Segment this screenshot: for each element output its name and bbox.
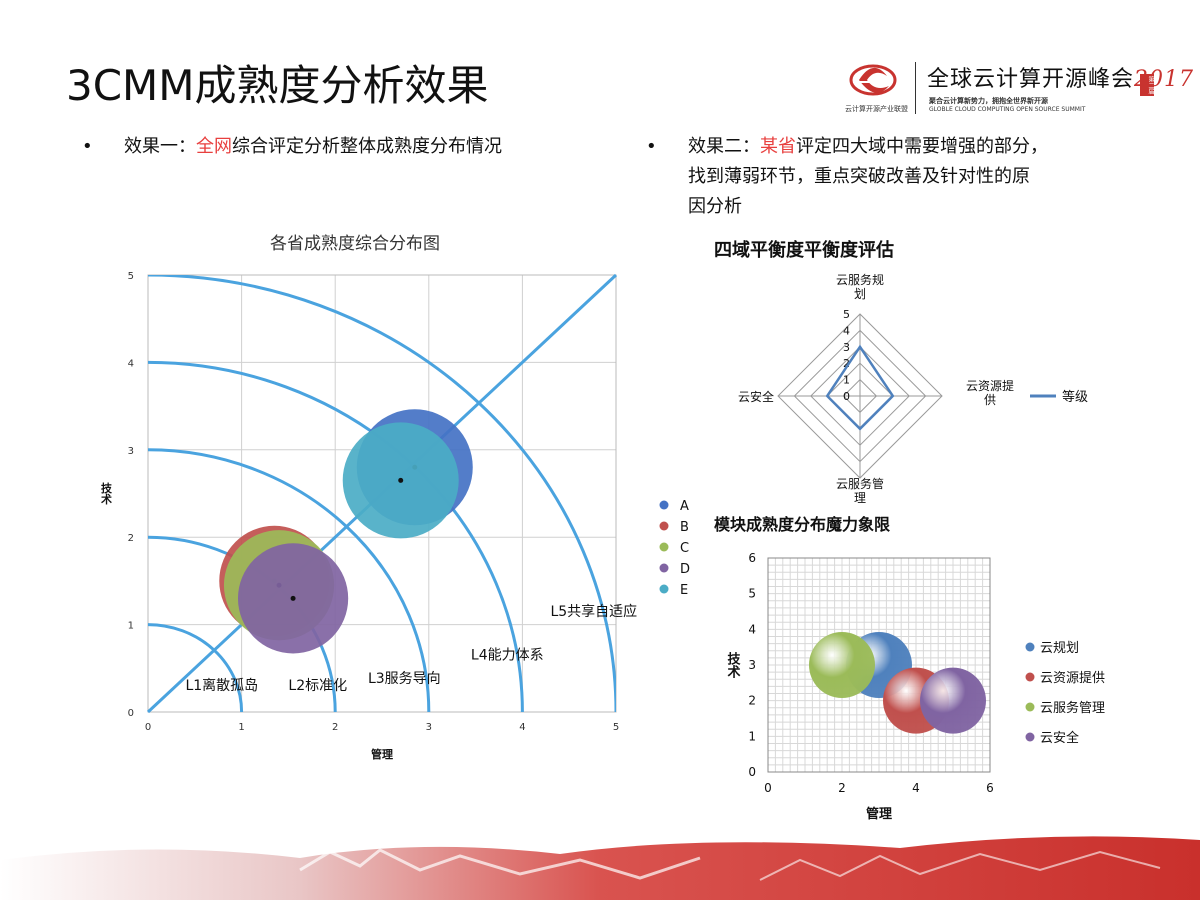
plot-border [147, 274, 617, 713]
logo-divider [915, 62, 916, 114]
level-label: L2标准化 [288, 678, 347, 694]
y-tick-label: 3 [748, 658, 756, 672]
bubble-云服务管理 [809, 632, 875, 698]
bubble-center-D [290, 595, 296, 601]
y-tick-label: 1 [128, 621, 134, 632]
union-logo-icon [849, 64, 897, 96]
summit-name: 全球云计算开源峰会 [927, 67, 1135, 92]
y-tick-label: 4 [128, 358, 134, 369]
bullet-text: 综合评定分析整体成熟度分布情况 [232, 136, 502, 157]
chart-title: 各省成熟度综合分布图 [270, 233, 440, 254]
chart-title: 四域平衡度平衡度评估 [714, 239, 894, 261]
x-tick-label: 2 [332, 722, 338, 733]
y-axis-label: 技术 [725, 651, 742, 679]
bullet-effect-one: • 效果一：全网综合评定分析整体成熟度分布情况 [82, 132, 502, 162]
footer-great-wall-banner [0, 836, 1200, 900]
legend-label: 等级 [1062, 389, 1088, 405]
bullet-dot: • [646, 136, 657, 157]
y-tick-label: 5 [128, 271, 134, 282]
radar-axis-label: 供 [984, 393, 996, 407]
province-maturity-chart: 各省成熟度综合分布图 0 1 2 3 4 5 0 1 2 3 4 5 L1离散孤岛 L2标准化 L3服务导向 L… [100, 233, 691, 761]
plot-border [767, 557, 991, 773]
y-tick-label: 0 [128, 708, 134, 719]
radar-axis-label: 云资源提 [966, 378, 1014, 393]
slide-title: 3CMM成熟度分析效果 [66, 61, 489, 110]
radar-axis-label: 云服务管 [836, 476, 884, 491]
legend-label: 云服务管理 [1040, 700, 1105, 716]
bullet-highlight: 某省 [760, 136, 796, 157]
bullet-prefix: 效果一： [124, 136, 196, 157]
chart-title: 模块成熟度分布魔力象限 [714, 515, 891, 534]
y-tick-label: 2 [748, 694, 756, 708]
radar-tick-label: 4 [843, 324, 850, 337]
y-tick-label: 5 [748, 587, 756, 601]
x-tick-label: 3 [426, 722, 432, 733]
summit-badge: 第二届 [1140, 74, 1154, 96]
summit-logo: 云计算开源产业联盟 全球云计算开源峰会2017 第二届 聚合云计算新势力，拥抱全… [835, 58, 1193, 118]
bullet-text: 评定四大域中需要增强的部分， [796, 136, 1048, 157]
radar-axis-label: 划 [854, 287, 866, 301]
level-label: L1离散孤岛 [185, 677, 258, 694]
legend-marker-云规划 [1025, 642, 1035, 652]
level-label: L5共享自适应 [550, 603, 637, 620]
module-maturity-quadrant-chart: 模块成熟度分布魔力象限 0 2 4 6 0 1 2 3 4 5 6 管理 技术 云规划云资源提供云服务管理云… [714, 515, 1105, 822]
legend-marker-D [659, 563, 669, 573]
y-tick-label: 2 [128, 533, 134, 544]
level-label: L4能力体系 [471, 648, 544, 664]
y-tick-label: 3 [128, 446, 134, 457]
y-axis-label: 技术 [100, 481, 114, 505]
legend-marker-A [659, 500, 669, 510]
y-tick-label: 6 [748, 551, 756, 565]
legend-label: 云安全 [1040, 730, 1079, 746]
legend-label: D [680, 562, 690, 577]
radar-tick-label: 1 [843, 374, 850, 387]
union-caption: 云计算开源产业联盟 [845, 105, 908, 113]
legend-label: C [680, 541, 689, 556]
bullet-prefix: 效果二： [688, 136, 760, 157]
x-tick-label: 6 [986, 781, 994, 795]
radar-axis-label: 云服务规 [836, 272, 884, 287]
x-tick-label: 4 [912, 781, 920, 795]
bubble-云安全 [920, 667, 986, 734]
x-tick-label: 5 [613, 722, 619, 733]
legend-marker-云资源提供 [1025, 672, 1035, 682]
radar-tick-label: 2 [843, 357, 850, 370]
bullet-dot: • [82, 136, 93, 157]
radar-axis-label: 云安全 [738, 389, 774, 404]
legend-marker-云服务管理 [1025, 702, 1035, 712]
radar-tick-label: 5 [843, 308, 850, 321]
x-axis-label: 管理 [866, 806, 892, 822]
radar-series-line [825, 344, 895, 431]
legend-label: B [680, 520, 689, 535]
x-tick-label: 4 [519, 722, 525, 733]
summit-english: GLOBLE CLOUD COMPUTING OPEN SOURCE SUMMI… [929, 106, 1086, 113]
x-tick-label: 0 [764, 781, 772, 795]
legend-marker-B [659, 521, 669, 531]
bubble-center-E [398, 477, 404, 483]
bullet-highlight: 全网 [196, 136, 232, 157]
x-axis-label: 管理 [371, 747, 393, 761]
x-tick-label: 2 [838, 781, 846, 795]
legend-label: 云规划 [1040, 641, 1079, 656]
bullet-text-line3: 因分析 [688, 196, 742, 217]
summit-subcaption: 聚合云计算新势力，拥抱全世界新开源 [929, 97, 1048, 105]
radar-tick-label: 0 [843, 390, 850, 403]
legend-label: A [680, 499, 689, 514]
legend-label: 云资源提供 [1040, 670, 1105, 686]
x-tick-label: 0 [145, 722, 151, 733]
x-tick-label: 1 [238, 722, 244, 733]
y-tick-label: 0 [748, 765, 756, 779]
legend-marker-云安全 [1025, 732, 1035, 742]
radar-tick-label: 3 [843, 341, 850, 354]
legend-marker-C [659, 542, 669, 552]
level-label: L3服务导向 [368, 671, 441, 687]
bullet-effect-two: • 效果二：某省评定四大域中需要增强的部分， 找到薄弱环节，重点突破改善及针对性… [646, 132, 1128, 222]
y-tick-label: 1 [748, 729, 756, 743]
radar-axis-label: 理 [854, 491, 866, 505]
legend-label: E [680, 583, 688, 598]
y-tick-label: 4 [748, 622, 756, 636]
bullet-text-line2: 找到薄弱环节，重点突破改善及针对性的原 [688, 166, 1030, 187]
legend-marker-E [659, 584, 669, 594]
